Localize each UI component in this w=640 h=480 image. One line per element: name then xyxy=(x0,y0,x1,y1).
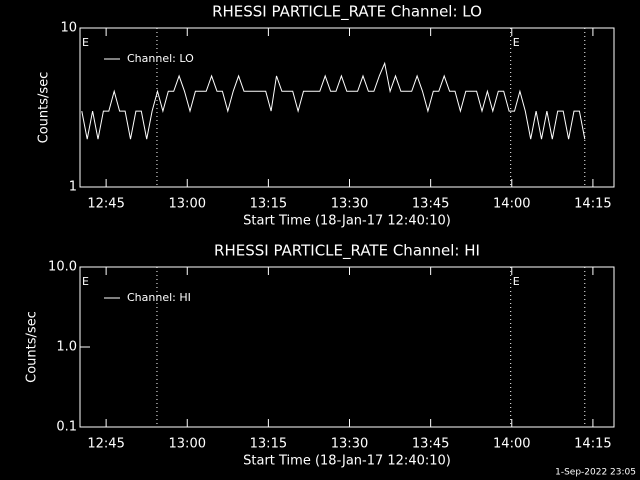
annotation: E xyxy=(513,36,520,49)
x-tick-label: 13:30 xyxy=(331,437,368,452)
x-tick-label: 13:45 xyxy=(412,437,449,452)
y-tick-label: 1 xyxy=(69,180,77,195)
plot-frame xyxy=(79,27,615,188)
legend-label: Channel: LO xyxy=(127,52,194,65)
y-tick-label: 10.0 xyxy=(48,260,77,275)
x-tick-label: 12:45 xyxy=(87,437,124,452)
footer: 1-Sep-2022 23:05 xyxy=(555,468,636,478)
x-tick-label: 13:30 xyxy=(331,197,368,212)
y-tick-label: 10 xyxy=(60,21,77,36)
x-tick-label: 12:45 xyxy=(87,197,124,212)
chart-title: RHESSI PARTICLE_RATE Channel: LO xyxy=(212,3,482,22)
x-tick-label: 13:00 xyxy=(169,437,206,452)
annotation: E xyxy=(82,36,89,49)
x-tick-label: 13:15 xyxy=(250,437,287,452)
data-line xyxy=(81,61,586,140)
y-axis-label: Counts/sec xyxy=(25,311,40,383)
legend-label: Channel: HI xyxy=(127,291,191,304)
y-axis-label: Counts/sec xyxy=(37,72,52,144)
annotation: E xyxy=(513,275,520,288)
x-tick-label: 13:15 xyxy=(250,197,287,212)
x-axis-label: Start Time (18-Jan-17 12:40:10) xyxy=(243,454,451,469)
x-tick-label: 14:15 xyxy=(574,197,611,212)
chart-title: RHESSI PARTICLE_RATE Channel: HI xyxy=(214,242,480,261)
x-tick-label: 13:45 xyxy=(412,197,449,212)
x-tick-label: 13:00 xyxy=(169,197,206,212)
x-tick-label: 14:15 xyxy=(574,437,611,452)
y-tick-label: 0.1 xyxy=(56,420,77,435)
annotation: E xyxy=(82,275,89,288)
x-axis-label: Start Time (18-Jan-17 12:40:10) xyxy=(243,214,451,229)
x-tick-label: 14:00 xyxy=(493,437,530,452)
x-tick-label: 14:00 xyxy=(493,197,530,212)
y-tick-label: 1.0 xyxy=(56,340,77,355)
